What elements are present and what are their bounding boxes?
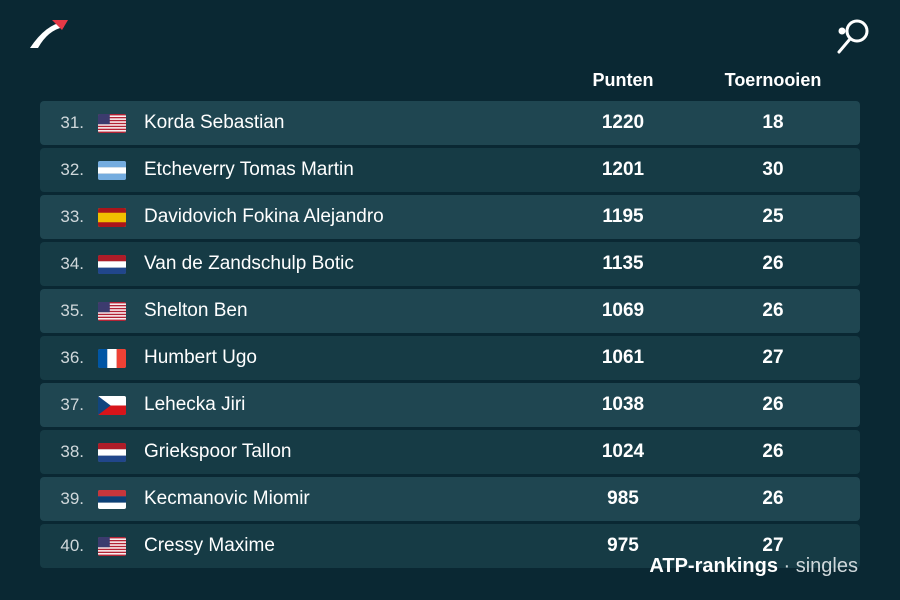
rank-cell: 39. [40, 489, 98, 509]
points-cell: 1195 [548, 206, 698, 228]
table-row: 32. Etcheverry Tomas Martin 1201 30 [40, 148, 860, 192]
tournaments-cell: 26 [698, 300, 848, 322]
flag-cell [98, 255, 144, 274]
rank-cell: 40. [40, 536, 98, 556]
tennis-icon [832, 18, 872, 63]
points-cell: 1038 [548, 394, 698, 416]
flag-icon [98, 114, 126, 133]
tournaments-cell: 18 [698, 112, 848, 134]
rank-cell: 35. [40, 301, 98, 321]
rank-cell: 33. [40, 207, 98, 227]
rank-cell: 36. [40, 348, 98, 368]
points-cell: 975 [548, 535, 698, 557]
footer-sub: singles [796, 555, 858, 577]
player-name: Davidovich Fokina Alejandro [144, 206, 548, 228]
player-name: Korda Sebastian [144, 112, 548, 134]
points-cell: 1201 [548, 159, 698, 181]
player-name: Shelton Ben [144, 300, 548, 322]
player-name: Van de Zandschulp Botic [144, 253, 548, 275]
flag-icon [98, 396, 126, 415]
flag-icon [98, 443, 126, 462]
points-cell: 1061 [548, 347, 698, 369]
table-row: 38. Griekspoor Tallon 1024 26 [40, 430, 860, 474]
tournaments-cell: 27 [698, 535, 848, 557]
rank-cell: 34. [40, 254, 98, 274]
flag-icon [98, 208, 126, 227]
brand-logo-icon [24, 18, 68, 59]
player-name: Griekspoor Tallon [144, 441, 548, 463]
footer-caption: ATP-rankings · singles [649, 555, 858, 578]
player-name: Kecmanovic Miomir [144, 488, 548, 510]
player-name: Humbert Ugo [144, 347, 548, 369]
flag-cell [98, 302, 144, 321]
points-cell: 1135 [548, 253, 698, 275]
table-row: 31. Korda Sebastian 1220 18 [40, 101, 860, 145]
table-row: 33. Davidovich Fokina Alejandro 1195 25 [40, 195, 860, 239]
player-name: Etcheverry Tomas Martin [144, 159, 548, 181]
header-points: Punten [548, 70, 698, 91]
header-tournaments: Toernooien [698, 70, 848, 91]
table-header-row: Punten Toernooien [40, 70, 860, 101]
flag-icon [98, 302, 126, 321]
points-cell: 1024 [548, 441, 698, 463]
flag-icon [98, 490, 126, 509]
footer-main: ATP-rankings [649, 555, 778, 577]
flag-cell [98, 443, 144, 462]
rank-cell: 31. [40, 113, 98, 133]
table-row: 39. Kecmanovic Miomir 985 26 [40, 477, 860, 521]
flag-cell [98, 490, 144, 509]
tournaments-cell: 26 [698, 441, 848, 463]
table-row: 37. Lehecka Jiri 1038 26 [40, 383, 860, 427]
flag-cell [98, 537, 144, 556]
flag-cell [98, 349, 144, 368]
rank-cell: 37. [40, 395, 98, 415]
player-name: Cressy Maxime [144, 535, 548, 557]
tournaments-cell: 26 [698, 253, 848, 275]
points-cell: 1069 [548, 300, 698, 322]
rank-cell: 38. [40, 442, 98, 462]
flag-cell [98, 114, 144, 133]
points-cell: 1220 [548, 112, 698, 134]
tournaments-cell: 25 [698, 206, 848, 228]
flag-icon [98, 537, 126, 556]
tournaments-cell: 26 [698, 394, 848, 416]
flag-icon [98, 349, 126, 368]
flag-cell [98, 161, 144, 180]
table-row: 36. Humbert Ugo 1061 27 [40, 336, 860, 380]
points-cell: 985 [548, 488, 698, 510]
table-row: 35. Shelton Ben 1069 26 [40, 289, 860, 333]
player-name: Lehecka Jiri [144, 394, 548, 416]
table-row: 34. Van de Zandschulp Botic 1135 26 [40, 242, 860, 286]
rank-cell: 32. [40, 160, 98, 180]
flag-icon [98, 161, 126, 180]
rankings-table: Punten Toernooien 31. Korda Sebastian 12… [40, 70, 860, 571]
flag-cell [98, 208, 144, 227]
flag-cell [98, 396, 144, 415]
flag-icon [98, 255, 126, 274]
tournaments-cell: 26 [698, 488, 848, 510]
tournaments-cell: 30 [698, 159, 848, 181]
tournaments-cell: 27 [698, 347, 848, 369]
